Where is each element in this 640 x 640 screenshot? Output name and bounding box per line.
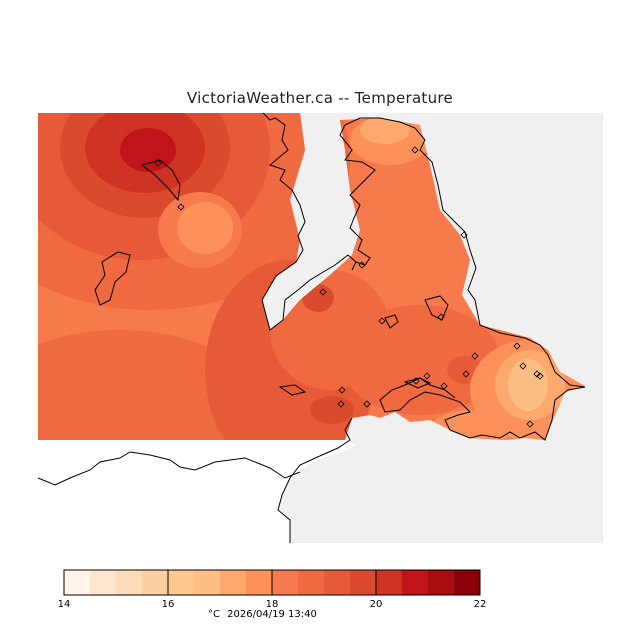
legend-swatch (194, 570, 220, 595)
station-marker (337, 400, 345, 408)
legend-swatch (168, 570, 194, 595)
legend-swatch (246, 570, 272, 595)
coastlines (37, 112, 586, 543)
station-marker (462, 370, 470, 378)
map-title: VictoriaWeather.ca -- Temperature (186, 89, 454, 107)
legend-tick-label: 20 (370, 599, 383, 610)
legend-swatch (454, 570, 480, 595)
legend-swatch (402, 570, 428, 595)
legend-swatch (376, 570, 402, 595)
station-marker (471, 352, 479, 360)
station-marker (177, 203, 185, 211)
legend-swatch (64, 570, 90, 595)
station-marker (536, 372, 544, 380)
station-marker (437, 313, 445, 321)
station-marker (154, 159, 162, 167)
legend-tick-label: 14 (58, 599, 71, 610)
legend-swatch (220, 570, 246, 595)
legend-swatch (116, 570, 142, 595)
station-marker (319, 288, 327, 296)
legend-swatch (90, 570, 116, 595)
legend-swatch (272, 570, 298, 595)
station-marker (519, 362, 527, 370)
station-marker (363, 400, 371, 408)
station-marker (338, 386, 346, 394)
station-marker (411, 146, 419, 154)
station-markers (154, 146, 544, 428)
unit-label: °C (208, 609, 220, 620)
legend-tick-label: 22 (474, 599, 487, 610)
timestamp: 2026/04/19 13:40 (227, 609, 317, 620)
station-marker (526, 420, 534, 428)
legend-swatch (324, 570, 350, 595)
station-marker (423, 372, 431, 380)
station-marker (412, 377, 420, 385)
station-marker (460, 231, 468, 239)
station-marker (513, 342, 521, 350)
station-marker (533, 370, 541, 378)
legend-swatch (428, 570, 454, 595)
station-marker (358, 261, 366, 269)
southern-landmass (38, 440, 355, 543)
legend-swatch (298, 570, 324, 595)
legend-tick-label: 18 (266, 599, 279, 610)
map-footer: °C 2026/04/19 13:40 (208, 609, 321, 620)
station-marker (378, 317, 386, 325)
legend-swatch (350, 570, 376, 595)
legend-swatch (142, 570, 168, 595)
station-marker (440, 382, 448, 390)
legend-tick-label: 16 (162, 599, 175, 610)
